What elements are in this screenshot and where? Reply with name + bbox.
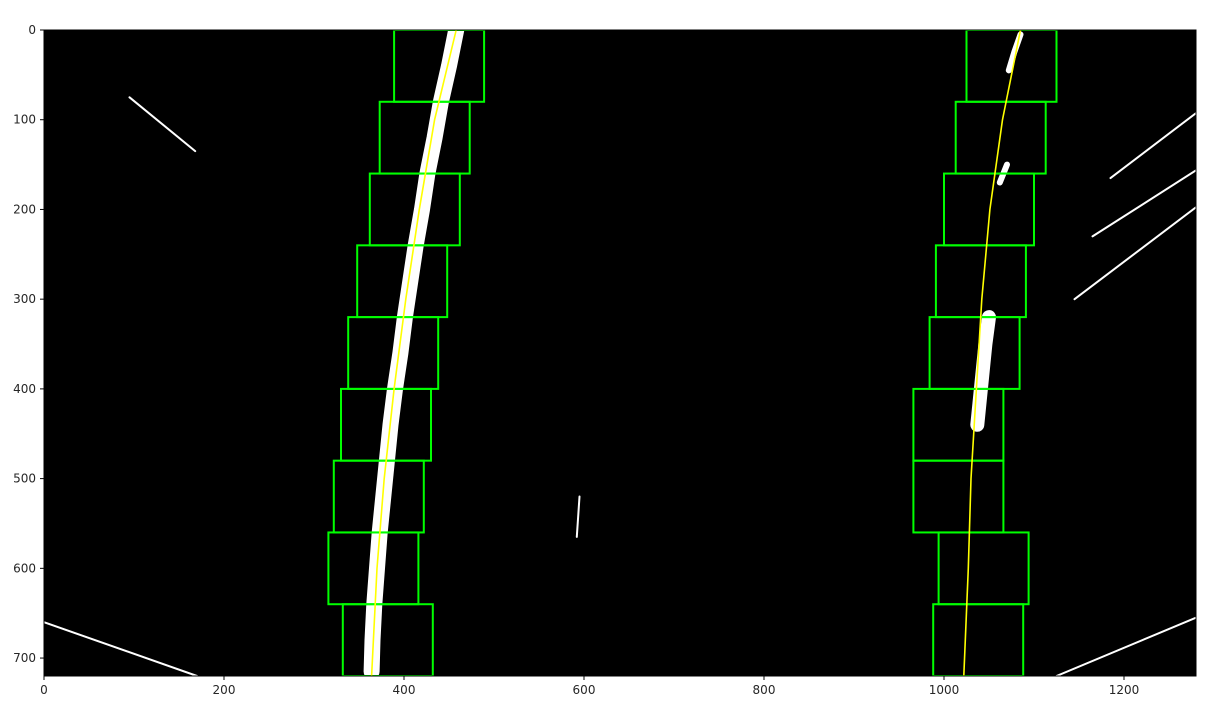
right-fit-line bbox=[963, 30, 1022, 676]
y-axis: 0 100 200 300 400 500 600 700 bbox=[13, 23, 44, 665]
x-tick-label: 1000 bbox=[929, 683, 960, 697]
noise-streak bbox=[44, 621, 198, 676]
x-tick-label: 400 bbox=[393, 683, 416, 697]
x-axis: 0 200 400 600 800 1000 1200 bbox=[40, 676, 1139, 697]
y-tick-label: 500 bbox=[13, 472, 36, 486]
x-tick-label: 600 bbox=[573, 683, 596, 697]
noise-streak bbox=[128, 96, 197, 153]
right-search-window bbox=[932, 603, 1025, 676]
left-search-window bbox=[341, 603, 434, 676]
x-tick-label: 1200 bbox=[1109, 683, 1140, 697]
noise-streak bbox=[575, 495, 581, 538]
plot-frame bbox=[43, 29, 1197, 677]
y-tick-label: 0 bbox=[28, 23, 36, 37]
right-lane-pixels bbox=[970, 310, 996, 432]
y-tick-label: 400 bbox=[13, 382, 36, 396]
x-tick-label: 200 bbox=[213, 683, 236, 697]
noise-streak bbox=[1109, 111, 1196, 180]
plot-background bbox=[44, 30, 1196, 676]
y-tick-label: 300 bbox=[13, 292, 36, 306]
y-tick-label: 700 bbox=[13, 651, 36, 665]
left-fit-line bbox=[370, 30, 457, 676]
y-tick-label: 100 bbox=[13, 113, 36, 127]
x-tick-label: 800 bbox=[753, 683, 776, 697]
y-tick-label: 200 bbox=[13, 202, 36, 216]
noise-streak bbox=[1055, 616, 1196, 676]
noise-streak bbox=[1073, 206, 1196, 301]
y-tick-label: 600 bbox=[13, 561, 36, 575]
noise-streak bbox=[1091, 169, 1196, 238]
x-tick-label: 0 bbox=[40, 683, 48, 697]
